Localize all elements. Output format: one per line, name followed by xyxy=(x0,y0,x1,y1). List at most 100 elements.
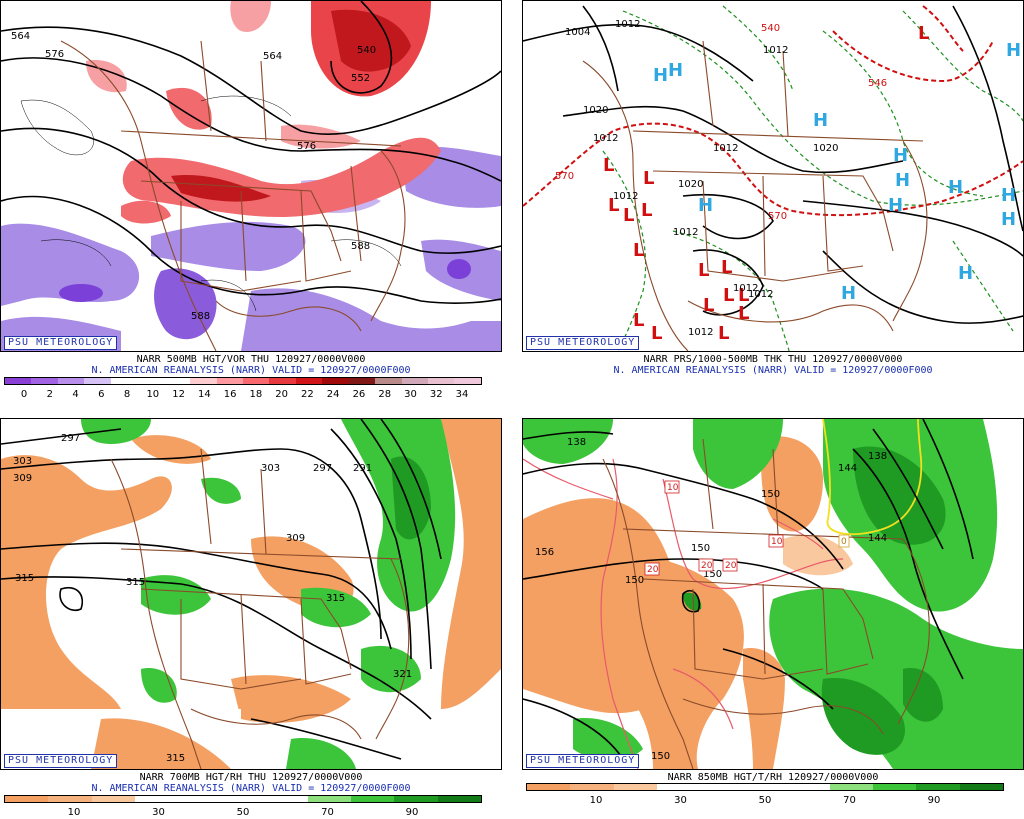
low-pressure-icon: L xyxy=(723,285,734,306)
p3-contour-label: 321 xyxy=(393,669,412,680)
map-500mb-graphic: 564 576 564 576 588 588 552 540 xyxy=(1,1,501,351)
p2-isobar-label: 1012 xyxy=(673,227,698,238)
p3-contour-label: 315 xyxy=(126,577,145,588)
p4-temp-label: 0 xyxy=(841,537,847,547)
p1-contour-label: 564 xyxy=(11,31,30,42)
high-pressure-icon: H xyxy=(888,195,903,216)
p3-caption-valid: N. AMERICAN REANALYSIS (NARR) VALID = 12… xyxy=(91,783,411,794)
high-pressure-icon: H xyxy=(893,145,908,166)
p4-temp-label: 10 xyxy=(667,483,679,493)
high-pressure-icon: H xyxy=(948,177,963,198)
p4-caption-title: NARR 850MB HGT/T/RH 120927/0000V000 xyxy=(667,772,879,783)
colorbar-tick-label: 2 xyxy=(46,389,53,400)
high-pressure-icon: H xyxy=(653,65,668,86)
p1-contour-label: 564 xyxy=(263,51,282,62)
high-pressure-icon: H xyxy=(895,170,910,191)
high-pressure-icon: H xyxy=(1006,40,1021,61)
psu-badge: PSU METEOROLOGY xyxy=(526,336,640,350)
p1-colorbar-ticks: 0 2 4 6 8 10 12 14 16 18 20 22 24 26 28 30 32 34 xyxy=(4,389,482,401)
colorbar-swatch xyxy=(137,378,164,384)
p4-contour-label: 150 xyxy=(761,489,780,500)
colorbar-swatch xyxy=(5,796,49,802)
colorbar-swatch xyxy=(48,796,92,802)
p2-isobar-label: 1012 xyxy=(713,143,738,154)
p1-contour-label: 540 xyxy=(357,45,376,56)
colorbar-swatch xyxy=(351,796,395,802)
map-mslp-graphic: H H H H H H H H H H H H H L L L L L L L xyxy=(523,1,1023,351)
colorbar-swatch xyxy=(91,796,135,802)
p2-thickness-label: 546 xyxy=(868,78,887,89)
colorbar-tick-label: 26 xyxy=(352,389,366,400)
low-pressure-icon: L xyxy=(703,295,714,316)
colorbar-swatch xyxy=(428,378,455,384)
p4-temp-label: 10 xyxy=(771,537,783,547)
map-700mb-graphic: 297 303 309 303 297 291 309 315 315 315 … xyxy=(1,419,501,769)
high-pressure-icon: H xyxy=(668,60,683,81)
colorbar-tick-label: 50 xyxy=(758,795,772,806)
p4-contour-label: 156 xyxy=(535,547,554,558)
p2-isobar-label: 1020 xyxy=(583,105,608,116)
colorbar-tick-label: 4 xyxy=(72,389,79,400)
colorbar-swatch xyxy=(829,784,874,790)
low-pressure-icon: L xyxy=(651,323,662,344)
psu-badge: PSU METEOROLOGY xyxy=(4,336,118,350)
p2-thickness-label: 570 xyxy=(768,211,787,222)
map-500mb: 564 576 564 576 588 588 552 540 xyxy=(0,0,502,352)
colorbar-swatch xyxy=(454,378,481,384)
colorbar-tick-label: 10 xyxy=(146,389,160,400)
p3-contour-label: 309 xyxy=(13,473,32,484)
colorbar-swatch xyxy=(700,784,744,790)
p2-isobar-label: 1012 xyxy=(615,19,640,30)
p2-isobar-label: 1012 xyxy=(688,327,713,338)
colorbar-tick-label: 90 xyxy=(405,807,419,818)
p2-thickness-label: 570 xyxy=(555,171,574,182)
low-pressure-icon: L xyxy=(698,260,709,281)
p3-contour-label: 315 xyxy=(15,573,34,584)
colorbar-swatch xyxy=(613,784,657,790)
colorbar-swatch xyxy=(873,784,917,790)
p3-contour-label: 315 xyxy=(326,593,345,604)
colorbar-tick-label: 20 xyxy=(275,389,289,400)
colorbar-tick-label: 14 xyxy=(197,389,211,400)
psu-badge: PSU METEOROLOGY xyxy=(4,754,118,768)
colorbar-tick-label: 16 xyxy=(223,389,237,400)
colorbar-tick-label: 10 xyxy=(67,807,81,818)
p1-contour-label: 552 xyxy=(351,73,370,84)
p4-contour-label: 150 xyxy=(651,751,670,762)
p4-contour-label: 144 xyxy=(868,533,887,544)
p3-contour-label: 297 xyxy=(313,463,332,474)
colorbar-tick-label: 30 xyxy=(152,807,165,818)
colorbar-tick-label: 28 xyxy=(378,389,392,400)
colorbar-swatch xyxy=(110,378,138,384)
p2-caption-title: NARR PRS/1000-500MB THK THU 120927/0000V… xyxy=(643,354,903,365)
p4-temp-label: 20 xyxy=(647,565,659,575)
high-pressure-icon: H xyxy=(1001,209,1016,230)
high-pressure-icon: H xyxy=(1001,185,1016,206)
map-700mb: 297 303 309 303 297 291 309 315 315 315 … xyxy=(0,418,502,770)
low-pressure-icon: L xyxy=(918,23,929,44)
low-pressure-icon: L xyxy=(623,205,634,226)
colorbar-tick-label: 70 xyxy=(321,807,334,818)
colorbar-swatch xyxy=(959,784,1003,790)
colorbar-swatch xyxy=(295,378,323,384)
colorbar-swatch xyxy=(322,378,349,384)
colorbar-tick-label: 8 xyxy=(123,389,131,400)
p1-contour-label: 576 xyxy=(45,49,64,60)
p2-caption-valid: N. AMERICAN REANALYSIS (NARR) VALID = 12… xyxy=(613,365,933,376)
colorbar-swatch xyxy=(264,796,308,802)
colorbar-tick-label: 30 xyxy=(404,389,417,400)
p4-temp-label: 20 xyxy=(701,561,713,571)
colorbar-swatch xyxy=(31,378,58,384)
colorbar-tick-label: 18 xyxy=(249,389,263,400)
colorbar-tick-label: 10 xyxy=(589,795,603,806)
colorbar-tick-label: 34 xyxy=(455,389,469,400)
colorbar-swatch xyxy=(348,378,376,384)
high-pressure-icon: H xyxy=(841,283,856,304)
p1-contour-label: 576 xyxy=(297,141,316,152)
p4-contour-label: 138 xyxy=(868,451,887,462)
low-pressure-icon: L xyxy=(718,323,729,344)
low-pressure-icon: L xyxy=(738,285,749,306)
p4-colorbar xyxy=(526,783,1004,791)
colorbar-tick-label: 24 xyxy=(326,389,340,400)
colorbar-swatch xyxy=(216,378,243,384)
